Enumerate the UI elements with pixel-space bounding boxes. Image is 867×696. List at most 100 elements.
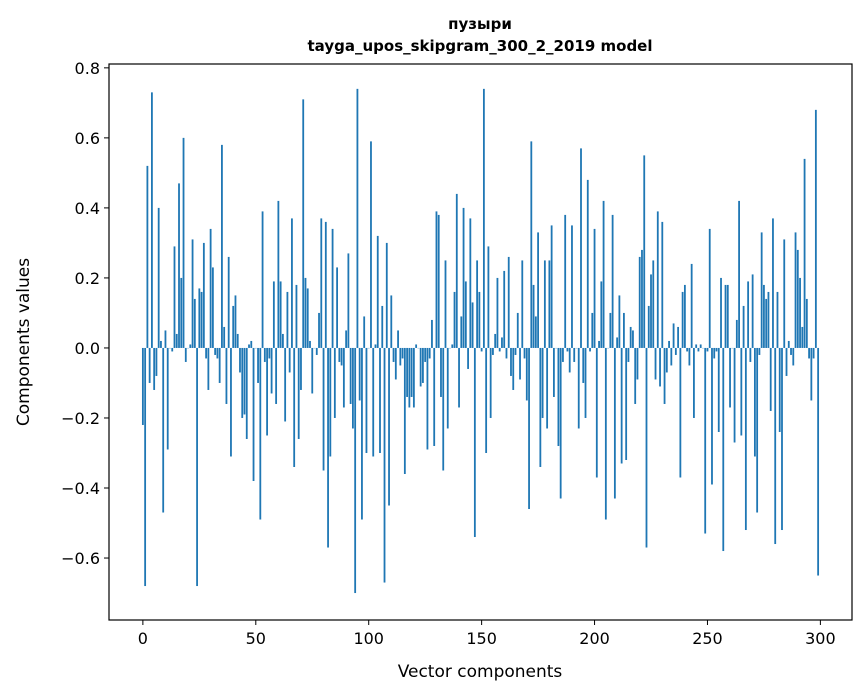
- bar: [293, 347, 296, 467]
- bar: [225, 347, 228, 404]
- bar: [327, 347, 329, 548]
- bar: [295, 284, 298, 348]
- bar: [747, 281, 750, 348]
- bar: [699, 344, 702, 348]
- bar: [304, 277, 307, 348]
- bar: [729, 347, 731, 408]
- bar: [232, 305, 235, 348]
- bar: [641, 249, 643, 348]
- bar: [379, 347, 381, 453]
- bar: [812, 347, 815, 359]
- bar: [211, 267, 214, 348]
- bar: [320, 218, 323, 348]
- bar: [577, 347, 580, 429]
- bar: [510, 347, 512, 376]
- bar: [796, 249, 799, 348]
- bar: [356, 88, 359, 348]
- bar: [372, 347, 375, 457]
- bar: [534, 316, 537, 348]
- bar: [618, 295, 621, 348]
- bar: [309, 340, 311, 348]
- bar: [498, 347, 501, 352]
- bar: [602, 200, 605, 348]
- bar: [300, 347, 302, 390]
- bar: [164, 330, 167, 348]
- bar: [722, 347, 725, 552]
- bar: [688, 347, 691, 366]
- bar: [388, 347, 390, 506]
- bar: [482, 88, 485, 348]
- bar: [645, 347, 648, 548]
- bar: [401, 347, 404, 359]
- bar: [616, 337, 619, 348]
- bar: [611, 214, 614, 348]
- bar: [609, 312, 612, 348]
- bar: [805, 298, 808, 348]
- bar: [507, 256, 510, 348]
- bar: [302, 99, 305, 348]
- bar: [679, 347, 682, 478]
- bar: [275, 347, 278, 404]
- bar: [801, 326, 804, 348]
- bar: [478, 291, 481, 348]
- bar: [336, 267, 338, 348]
- bar: [573, 347, 576, 362]
- bar: [230, 347, 232, 457]
- bar: [180, 277, 183, 348]
- bar: [422, 347, 424, 383]
- bar: [629, 326, 632, 348]
- bar: [593, 228, 596, 348]
- bar: [670, 347, 673, 366]
- bar: [674, 347, 677, 355]
- x-tick-label: 100: [353, 629, 384, 648]
- bar: [446, 347, 449, 429]
- bar: [148, 347, 151, 383]
- bar: [435, 211, 438, 348]
- bar: [440, 347, 442, 397]
- bar: [214, 347, 217, 355]
- bar: [234, 295, 237, 348]
- bar: [403, 347, 406, 474]
- bar: [552, 347, 555, 397]
- bar: [263, 347, 266, 362]
- bar: [654, 347, 657, 380]
- bar: [485, 347, 488, 453]
- bar: [519, 347, 521, 380]
- bar: [340, 347, 343, 366]
- bar: [595, 347, 598, 478]
- bar: [663, 347, 666, 404]
- bar: [704, 347, 707, 534]
- x-tick-label: 0: [138, 629, 148, 648]
- bar: [799, 277, 801, 348]
- bar: [392, 347, 395, 362]
- bar: [632, 330, 634, 348]
- bar: [455, 193, 458, 348]
- bar: [505, 347, 508, 359]
- bar: [182, 137, 185, 348]
- bar: [514, 347, 517, 355]
- bar: [358, 347, 361, 401]
- bar: [749, 347, 752, 362]
- bar: [623, 312, 625, 348]
- bar: [697, 347, 700, 352]
- bar: [279, 281, 282, 348]
- bar: [814, 109, 817, 348]
- bar: [331, 228, 334, 348]
- bar: [437, 214, 440, 348]
- bar: [668, 340, 670, 348]
- bar: [693, 347, 695, 418]
- bar: [783, 239, 786, 348]
- bar: [598, 340, 600, 348]
- x-tick-label: 300: [805, 629, 836, 648]
- bar: [291, 218, 293, 348]
- bar: [810, 347, 813, 401]
- bar: [419, 347, 422, 387]
- bar: [530, 141, 533, 348]
- bar: [207, 347, 210, 390]
- bar: [318, 312, 320, 348]
- bar: [462, 207, 465, 348]
- bar: [501, 337, 503, 348]
- bar: [248, 344, 250, 348]
- bar: [458, 347, 460, 408]
- bar: [496, 277, 499, 348]
